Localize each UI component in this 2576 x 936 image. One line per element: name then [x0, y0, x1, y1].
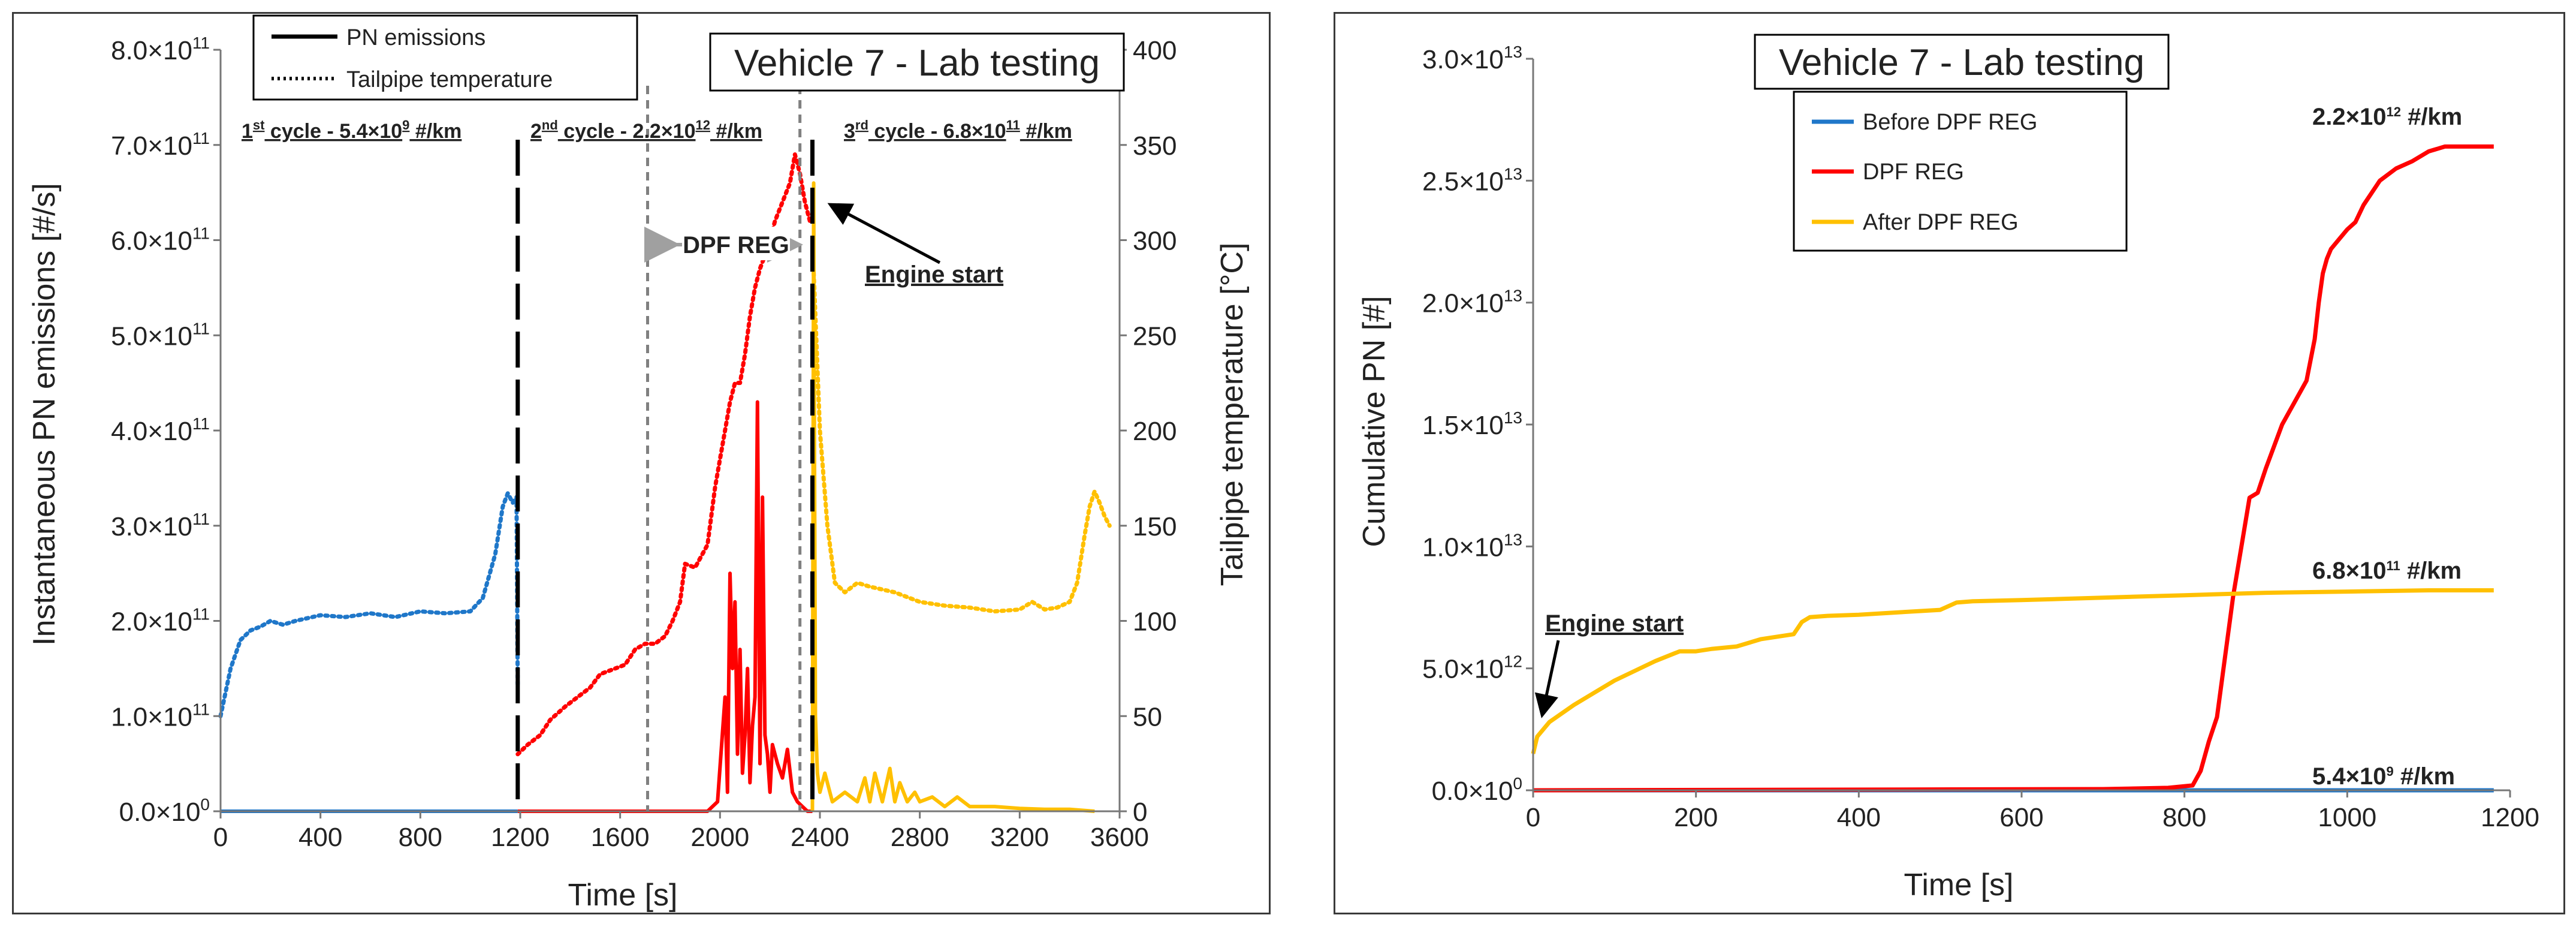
y-tick-label-left: 0.0×100 [119, 795, 210, 827]
y2-tick-label-left: 200 [1133, 417, 1177, 446]
y-tick-label-right: 5.0×1012 [1422, 652, 1522, 684]
x-tick-label-left: 3200 [990, 823, 1049, 852]
y-axis-title-right: Cumulative PN [#] [1357, 296, 1392, 547]
y-tick-label-left: 4.0×1011 [111, 414, 210, 446]
engine-start-label-left: Engine start [865, 261, 1003, 288]
y-tick-label-left: 8.0×1011 [111, 34, 210, 65]
y-tick-label-left: 7.0×1011 [111, 129, 210, 161]
y2-tick-label-left: 250 [1133, 321, 1177, 351]
x-axis-title-left: Time [s] [568, 878, 678, 913]
series-line-1 [517, 400, 813, 813]
y-tick-label-right: 2.5×1013 [1422, 164, 1522, 196]
legend-label-temp: Tailpipe temperature [346, 67, 553, 92]
y-tick-label-left: 2.0×1011 [111, 605, 210, 637]
x-tick-label-left: 0 [213, 823, 228, 852]
chart-title-left: Vehicle 7 - Lab testing [709, 32, 1125, 92]
x-tick-label-left: 400 [298, 823, 342, 852]
y-tick-label-right: 3.0×1013 [1422, 43, 1522, 74]
x-tick-label-left: 800 [399, 823, 442, 852]
legend-label-after: After DPF REG [1863, 210, 2019, 235]
legend-label-pn: PN emissions [346, 25, 485, 50]
y-tick-label-left: 6.0×1011 [111, 224, 210, 256]
y2-axis-title-left: Tailpipe temperature [°C] [1215, 243, 1250, 586]
x-tick-label-left: 2400 [791, 823, 849, 852]
end-label-after: 6.8×1011 #/km [2312, 558, 2462, 584]
y-tick-label-right: 0.0×100 [1432, 774, 1522, 806]
x-tick-label-right: 0 [1526, 803, 1540, 832]
y-tick-label-left: 1.0×1011 [111, 700, 210, 732]
x-tick-label-right: 600 [1999, 803, 2043, 832]
y-tick-label-right: 2.0×1013 [1422, 287, 1522, 318]
y-tick-label-left: 3.0×1011 [111, 510, 210, 541]
svg-text:Vehicle 7 - Lab testing: Vehicle 7 - Lab testing [734, 43, 1100, 84]
y2-tick-label-left: 350 [1133, 131, 1177, 161]
cycle-label-1: 1st cycle - 5.4×109 #/km [242, 118, 461, 143]
y2-tick-label-left: 400 [1133, 36, 1177, 65]
series-line-2 [1531, 588, 2494, 754]
series-line-2 [810, 181, 1095, 813]
x-tick-label-right: 800 [2162, 803, 2206, 832]
x-tick-label-right: 400 [1837, 803, 1881, 832]
end-label-dpf: 2.2×1012 #/km [2312, 104, 2462, 130]
x-tick-label-left: 1200 [491, 823, 550, 852]
chart-panel-left: 0 400 800 1200 1600 2000 2400 2800 3200 3600 0.0×1… [12, 12, 1271, 914]
y-tick-label-right: 1.5×1013 [1422, 408, 1522, 440]
y-axis-title-left: Instantaneous PN emissions [#/s] [27, 183, 62, 646]
engine-start-label-right: Engine start [1545, 610, 1684, 637]
series-line-3 [218, 491, 520, 718]
x-tick-label-left: 1600 [591, 823, 650, 852]
x-tick-label-left: 2800 [891, 823, 949, 852]
legend-label-dpf: DPF REG [1863, 159, 1964, 185]
chart-panel-right: 0 200 400 600 800 1000 1200 0.0×100 5.0×1012 1.0×… [1334, 12, 2565, 914]
cycle-label-2: 2nd cycle - 2.2×1012 #/km [530, 118, 762, 143]
y2-tick-label-left: 0 [1133, 797, 1147, 827]
series-line-1 [1533, 144, 2494, 793]
x-tick-label-left: 3600 [1090, 823, 1149, 852]
y2-tick-label-left: 50 [1133, 702, 1162, 732]
dpf-reg-label: DPF REG [683, 232, 789, 258]
chart-left-svg: 0 400 800 1200 1600 2000 2400 2800 3200 36000.0×1… [27, 14, 1250, 913]
x-tick-label-right: 1200 [2481, 803, 2539, 832]
legend-left: PN emissions Tailpipe temperature [252, 14, 638, 101]
y2-tick-label-left: 150 [1133, 512, 1177, 541]
legend-right: Before DPF REG DPF REG After DPF REG [1793, 91, 2128, 252]
end-label-before: 5.4×109 #/km [2312, 763, 2455, 790]
y-tick-label-left: 5.0×1011 [111, 319, 210, 351]
chart-right-svg: 0 200 400 600 800 1000 1200 0.0×100 5.0×1012 1.0×… [1357, 34, 2539, 902]
series-line-5 [810, 238, 1112, 614]
svg-text:Vehicle 7 - Lab testing: Vehicle 7 - Lab testing [1779, 42, 2144, 83]
legend-label-before: Before DPF REG [1863, 110, 2037, 135]
y-tick-label-right: 1.0×1013 [1422, 530, 1522, 562]
y2-tick-label-left: 300 [1133, 227, 1177, 256]
x-tick-label-left: 2000 [690, 823, 749, 852]
engine-start-arrow-right [1534, 640, 1560, 718]
chart-title-right: Vehicle 7 - Lab testing [1754, 34, 2170, 90]
cycle-label-3: 3rd cycle - 6.8×1011 #/km [844, 118, 1072, 143]
engine-start-arrow [827, 203, 941, 264]
x-tick-label-right: 200 [1674, 803, 1718, 832]
series-line-4 [515, 152, 812, 757]
y2-tick-label-left: 100 [1133, 607, 1177, 637]
x-axis-title-right: Time [s] [1904, 868, 2014, 902]
x-tick-label-right: 1000 [2318, 803, 2376, 832]
